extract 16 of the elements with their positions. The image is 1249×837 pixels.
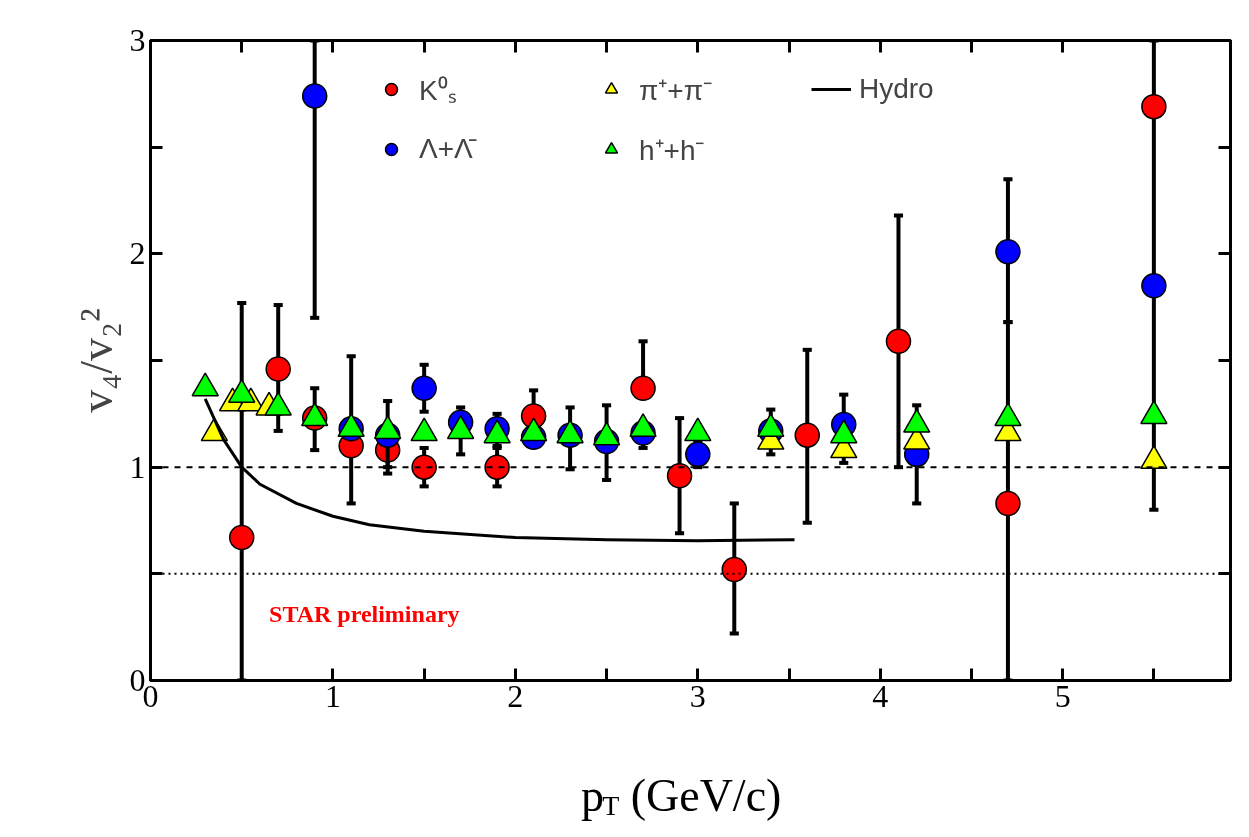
legend-label: h⁺+h⁻ <box>639 134 706 168</box>
x-tick-label: 1 <box>324 677 341 714</box>
legend-label: Hydro <box>859 73 935 105</box>
x-tick-label: 3 <box>689 677 706 714</box>
y-axis-title: v₄/v₂² <box>70 308 122 413</box>
x-axis-title: pT (GeV/c) <box>581 770 782 821</box>
legend-label: π⁺+π⁻ <box>639 74 713 108</box>
x-tick-label: 4 <box>872 677 889 714</box>
x-tick-label: 5 <box>1054 677 1071 714</box>
y-tick-label: 2 <box>129 235 146 272</box>
legend-label: K⁰ₛ <box>419 74 458 108</box>
x-tick-label: 2 <box>507 677 524 714</box>
y-tick-label: 1 <box>129 448 146 485</box>
y-tick-label: 3 <box>129 22 146 58</box>
legend-label: Λ+Λ̄ <box>419 133 478 165</box>
annotation: STAR preliminary <box>269 601 460 628</box>
